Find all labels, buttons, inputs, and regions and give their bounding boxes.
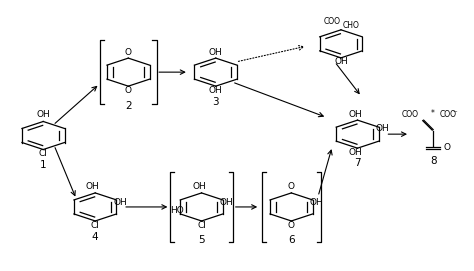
Text: OH: OH [36,110,50,119]
Text: O: O [288,221,295,230]
Text: OH: OH [113,198,127,207]
Text: COO: COO [324,17,341,26]
Text: O: O [444,143,450,152]
Text: OH: OH [375,124,389,133]
Text: COO: COO [439,110,456,119]
Text: 6: 6 [288,235,295,245]
Text: OH: OH [348,110,362,119]
Text: 2: 2 [125,101,132,111]
Text: OH: OH [348,148,362,157]
Text: OH: OH [86,182,100,192]
Text: Cl: Cl [91,221,100,230]
Text: Cl: Cl [197,221,206,230]
Text: 7: 7 [354,158,361,168]
Text: 8: 8 [430,156,437,166]
Text: OH: OH [219,198,233,207]
Text: 5: 5 [198,235,205,245]
Text: O: O [125,86,132,95]
Text: OH: OH [209,86,223,95]
Text: ⁻: ⁻ [453,109,457,118]
Text: O: O [288,182,295,192]
Text: *: * [431,109,435,118]
Text: CHO: CHO [343,21,360,30]
Text: Cl: Cl [39,149,48,158]
Text: OH: OH [192,182,206,192]
Text: 3: 3 [212,97,219,107]
Text: OH: OH [209,48,223,57]
Text: 1: 1 [40,160,46,170]
Text: HO: HO [170,207,183,215]
Text: OH: OH [310,198,323,207]
Text: O: O [125,48,132,57]
Text: OH: OH [334,57,348,66]
Text: COO: COO [402,110,419,119]
Text: 4: 4 [92,232,99,242]
